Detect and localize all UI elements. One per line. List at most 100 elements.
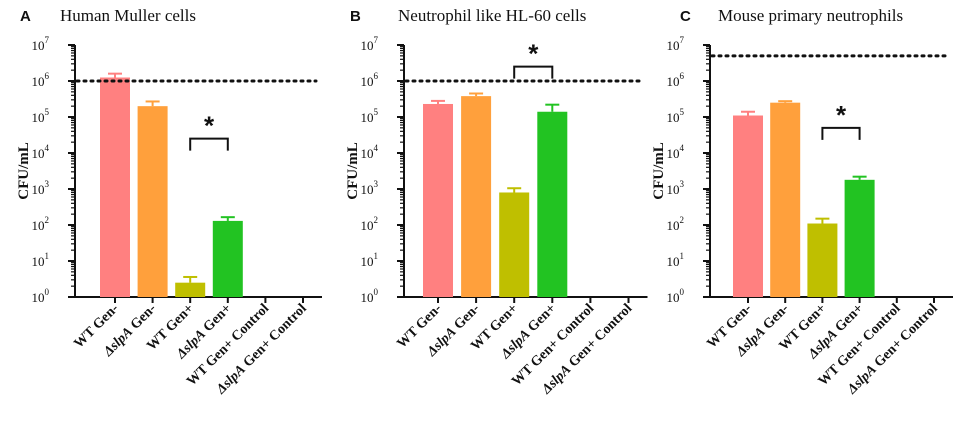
bar-2 (499, 192, 530, 297)
y-tick-exponent: 6 (374, 71, 379, 81)
y-tick-exponent: 1 (374, 251, 379, 261)
y-tick-exponent: 7 (680, 35, 685, 45)
x-category-suffix: Gen+ (485, 301, 521, 337)
y-tick-label: 104 (32, 143, 50, 161)
bar-1 (461, 96, 492, 297)
x-category-suffix: Gen- (758, 301, 792, 335)
y-tick-exponent: 2 (45, 215, 50, 225)
y-tick-exponent: 4 (680, 143, 685, 153)
y-tick-exponent: 4 (374, 143, 379, 153)
panel-letter: A (20, 8, 31, 25)
significance-star: * (204, 111, 215, 141)
y-tick-base: 10 (667, 74, 680, 89)
y-tick-label: 106 (32, 71, 50, 89)
chart-title: Mouse primary neutrophils (718, 6, 903, 25)
y-tick-base: 10 (32, 146, 45, 161)
y-tick-label: 105 (32, 107, 50, 125)
bar-1 (770, 102, 801, 297)
y-tick-label: 106 (361, 71, 379, 89)
y-tick-base: 10 (667, 218, 680, 233)
y-tick-base: 10 (361, 38, 374, 53)
bar-0 (733, 115, 763, 298)
chart-title: Human Muller cells (60, 6, 196, 25)
y-tick-base: 10 (361, 254, 374, 269)
y-tick-base: 10 (361, 110, 374, 125)
y-tick-label: 107 (32, 35, 50, 53)
panel-letter: C (680, 8, 691, 25)
chart-title: Neutrophil like HL-60 cells (398, 6, 586, 25)
y-tick-base: 10 (667, 182, 680, 197)
x-category-suffix: Gen- (449, 301, 483, 335)
y-tick-label: 104 (361, 143, 379, 161)
y-tick-base: 10 (32, 182, 45, 197)
y-tick-base: 10 (361, 74, 374, 89)
y-tick-exponent: 1 (680, 251, 685, 261)
bar-3 (844, 179, 875, 297)
bar-3 (537, 111, 568, 298)
y-tick-label: 103 (667, 179, 685, 197)
y-tick-exponent: 0 (45, 287, 50, 297)
y-tick-base: 10 (361, 182, 374, 197)
y-axis-label: CFU/mL (345, 142, 361, 200)
y-tick-exponent: 3 (680, 179, 685, 189)
y-tick-label: 103 (32, 179, 50, 197)
y-tick-base: 10 (667, 110, 680, 125)
y-tick-base: 10 (361, 146, 374, 161)
y-tick-base: 10 (361, 290, 374, 305)
x-category-suffix: Gen- (88, 301, 122, 335)
y-tick-label: 101 (32, 251, 50, 269)
x-category-suffix: Gen+ (198, 301, 234, 337)
x-category-suffix: Gen+ Control (564, 301, 636, 373)
y-tick-base: 10 (667, 146, 680, 161)
bar-3 (212, 220, 243, 297)
chart-panel-a: A Human Muller cellsCFU/mL100101102103104… (16, 6, 322, 398)
y-tick-base: 10 (32, 254, 45, 269)
bar-2 (175, 282, 206, 297)
y-tick-exponent: 4 (45, 143, 50, 153)
y-tick-label: 103 (361, 179, 379, 197)
bar-0 (423, 103, 453, 297)
y-axis-label: CFU/mL (16, 142, 32, 200)
y-tick-label: 107 (361, 35, 379, 53)
y-tick-exponent: 5 (374, 107, 379, 117)
y-tick-base: 10 (361, 218, 374, 233)
x-category-suffix: Gen+ (161, 301, 197, 337)
y-tick-exponent: 2 (374, 215, 379, 225)
significance-star: * (528, 39, 539, 69)
y-tick-exponent: 0 (680, 287, 685, 297)
y-tick-exponent: 7 (374, 35, 379, 45)
y-tick-exponent: 5 (45, 107, 50, 117)
y-tick-exponent: 7 (45, 35, 50, 45)
y-tick-label: 101 (361, 251, 379, 269)
y-tick-label: 102 (361, 215, 379, 233)
significance-star: * (836, 100, 847, 130)
y-tick-label: 106 (667, 71, 685, 89)
x-category-suffix: Gen- (721, 301, 755, 335)
significance-bracket (821, 126, 861, 140)
x-category-suffix: Gen+ Control (526, 301, 598, 373)
y-tick-label: 105 (361, 107, 379, 125)
y-tick-label: 104 (667, 143, 685, 161)
x-category-suffix: Gen- (125, 301, 159, 335)
y-tick-exponent: 2 (680, 215, 685, 225)
y-tick-base: 10 (667, 38, 680, 53)
x-category-suffix: Gen+ (523, 301, 559, 337)
y-tick-label: 100 (361, 287, 379, 305)
significance-bracket (189, 137, 229, 151)
y-tick-exponent: 3 (45, 179, 50, 189)
y-tick-exponent: 6 (680, 71, 685, 81)
bar-2 (807, 223, 838, 297)
x-category-suffix: Gen+ Control (201, 301, 273, 373)
y-tick-exponent: 6 (45, 71, 50, 81)
y-tick-base: 10 (32, 74, 45, 89)
y-tick-label: 101 (667, 251, 685, 269)
y-tick-base: 10 (32, 38, 45, 53)
y-tick-base: 10 (667, 290, 680, 305)
y-tick-base: 10 (32, 218, 45, 233)
chart-panel-c: C Mouse primary neutrophilsCFU/mL10010110… (651, 6, 953, 398)
x-category-suffix: Gen+ Control (238, 301, 310, 373)
significance-bracket (513, 65, 554, 79)
y-tick-base: 10 (667, 254, 680, 269)
panel-letter: B (350, 8, 361, 25)
